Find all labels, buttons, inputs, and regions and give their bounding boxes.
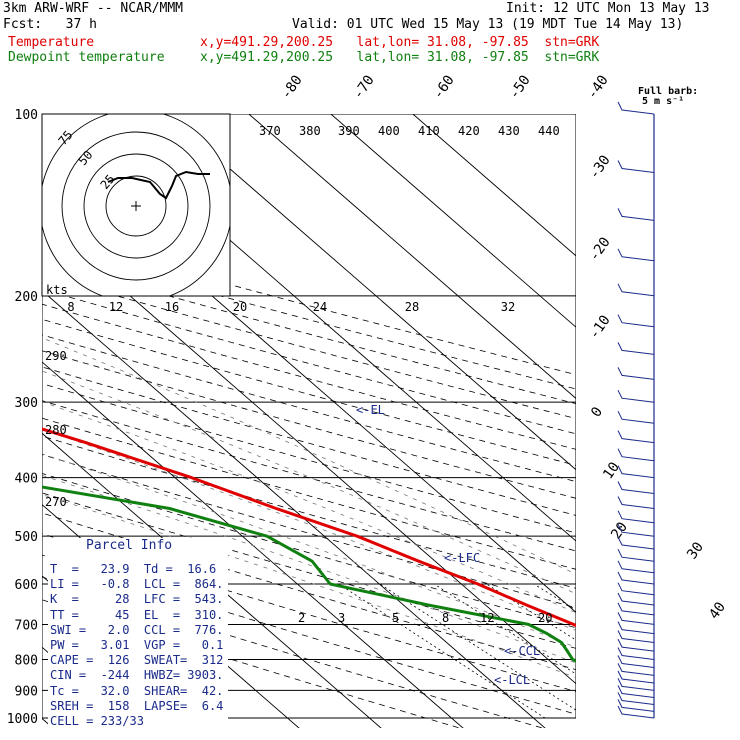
isotherm-label: 20 bbox=[608, 519, 631, 542]
wind-barb bbox=[618, 593, 654, 605]
mixing-ratio-label: 5 bbox=[392, 611, 399, 625]
parcel-info-row: SREH = 158 LAPSE= 6.4 bbox=[50, 699, 223, 713]
isotherm-line bbox=[331, 114, 740, 731]
hodograph-kts-label: kts bbox=[46, 283, 68, 297]
theta-left-label: 280 bbox=[45, 423, 67, 437]
parcel-info-title: Parcel Info bbox=[86, 538, 172, 553]
pressure-label: 300 bbox=[15, 396, 38, 411]
wind-barb bbox=[618, 631, 654, 643]
pressure-label: 700 bbox=[15, 618, 38, 633]
mixing-ratio-label: 8 bbox=[442, 611, 449, 625]
wind-barb bbox=[618, 431, 654, 443]
wind-barb bbox=[618, 284, 654, 296]
wind-barb bbox=[618, 583, 654, 595]
wind-barb bbox=[618, 342, 654, 354]
hodograph-axis-label: 32 bbox=[501, 300, 515, 314]
parcel-info-row: CELL = 233/33 bbox=[50, 714, 144, 728]
wind-barb bbox=[618, 411, 654, 423]
isotherm-label: -40 bbox=[584, 72, 612, 102]
hodograph-axis-label: 8 bbox=[67, 300, 74, 314]
pressure-label: 500 bbox=[15, 530, 38, 545]
isotherm-label: 30 bbox=[684, 539, 707, 562]
theta-label: 430 bbox=[498, 124, 520, 138]
isotherm-label: -30 bbox=[586, 152, 614, 182]
wind-barb bbox=[618, 249, 654, 261]
wind-barb bbox=[618, 561, 654, 573]
theta-label: 420 bbox=[458, 124, 480, 138]
parcel-info-row: CAPE = 126 SWEAT= 312 bbox=[50, 653, 223, 667]
barb-note: 5 m s⁻¹ bbox=[642, 96, 684, 107]
wind-barb bbox=[618, 449, 654, 461]
wind-barb bbox=[618, 678, 654, 690]
parcel-info-row: K = 28 LFC = 543. bbox=[50, 592, 223, 606]
hodograph-axis-label: 24 bbox=[313, 300, 327, 314]
isotherm-line bbox=[413, 114, 740, 731]
theta-label: 390 bbox=[338, 124, 360, 138]
wind-barb bbox=[618, 693, 654, 705]
wind-barb bbox=[618, 315, 654, 327]
hodograph-axis-label: 28 bbox=[405, 300, 419, 314]
theta-left-label: 270 bbox=[45, 495, 67, 509]
theta-label: 370 bbox=[259, 124, 281, 138]
parcel-info-row: Tc = 32.0 SHEAR= 42. bbox=[50, 684, 223, 698]
theta-left-label: 290 bbox=[45, 349, 67, 363]
pressure-label: 900 bbox=[15, 684, 38, 699]
level-marker: <-LFC bbox=[444, 551, 480, 565]
wind-barb bbox=[618, 482, 654, 494]
isotherm-label: -80 bbox=[278, 72, 306, 102]
isotherm-label: 0 bbox=[588, 404, 606, 420]
wind-barb bbox=[618, 699, 654, 711]
wind-barb bbox=[618, 208, 654, 220]
wind-barb bbox=[618, 497, 654, 509]
theta-label: 380 bbox=[299, 124, 321, 138]
pressure-label: 400 bbox=[15, 472, 38, 487]
theta-label: 440 bbox=[538, 124, 560, 138]
level-marker: <-LCL bbox=[494, 673, 530, 687]
wind-barb bbox=[618, 367, 654, 379]
wind-barb bbox=[618, 511, 654, 523]
isotherm-label: 40 bbox=[706, 599, 729, 622]
wind-barb bbox=[618, 466, 654, 478]
pressure-label: 200 bbox=[15, 290, 38, 305]
mixing-ratio-label: 12 bbox=[480, 611, 494, 625]
wind-barb bbox=[618, 161, 654, 173]
wind-barb bbox=[618, 686, 654, 698]
parcel-info-row: LI = -0.8 LCL = 864. bbox=[50, 577, 223, 591]
pressure-label: 1000 bbox=[7, 712, 38, 727]
pressure-label: 600 bbox=[15, 578, 38, 593]
level-marker: <-CCL bbox=[504, 644, 540, 658]
mixing-ratio-line bbox=[534, 584, 740, 718]
parcel-info-row: CIN = -244 HWBZ= 3903. bbox=[50, 668, 223, 682]
parcel-info-panel: Parcel Info T = 23.9 Td = 16.6 LI = -0.8 … bbox=[48, 538, 228, 730]
mixing-ratio-label: 2 bbox=[298, 611, 305, 625]
wind-barb bbox=[618, 390, 654, 402]
isotherm-label: 10 bbox=[600, 459, 623, 482]
theta-label: 400 bbox=[378, 124, 400, 138]
isotherm-label: -50 bbox=[506, 72, 534, 102]
hodograph-axis-label: 16 bbox=[165, 300, 179, 314]
pressure-label: 800 bbox=[15, 653, 38, 668]
isotherm-line bbox=[249, 114, 740, 731]
isotherm-label: -60 bbox=[430, 72, 458, 102]
wind-barb bbox=[618, 572, 654, 584]
isotherm-label: -70 bbox=[350, 72, 378, 102]
wind-barb bbox=[618, 639, 654, 651]
mixing-ratio-label: 3 bbox=[338, 611, 345, 625]
isotherm-label: -10 bbox=[586, 312, 614, 342]
parcel-info-row: PW = 3.01 VGP = 0.1 bbox=[50, 638, 223, 652]
isotherm-label: -20 bbox=[586, 234, 614, 264]
hodograph-axis-label: 12 bbox=[109, 300, 123, 314]
mixing-ratio-label: 20 bbox=[538, 611, 552, 625]
pressure-label: 100 bbox=[15, 108, 38, 123]
hodograph-axis-label: 20 bbox=[233, 300, 247, 314]
theta-label: 410 bbox=[418, 124, 440, 138]
parcel-info-row: TT = 45 EL = 310. bbox=[50, 608, 223, 622]
parcel-info-row: T = 23.9 Td = 16.6 bbox=[50, 562, 216, 576]
level-marker: <-EL bbox=[356, 403, 385, 417]
parcel-info-row: SWI = 2.0 CCL = 776. bbox=[50, 623, 223, 637]
wind-barb bbox=[618, 549, 654, 561]
